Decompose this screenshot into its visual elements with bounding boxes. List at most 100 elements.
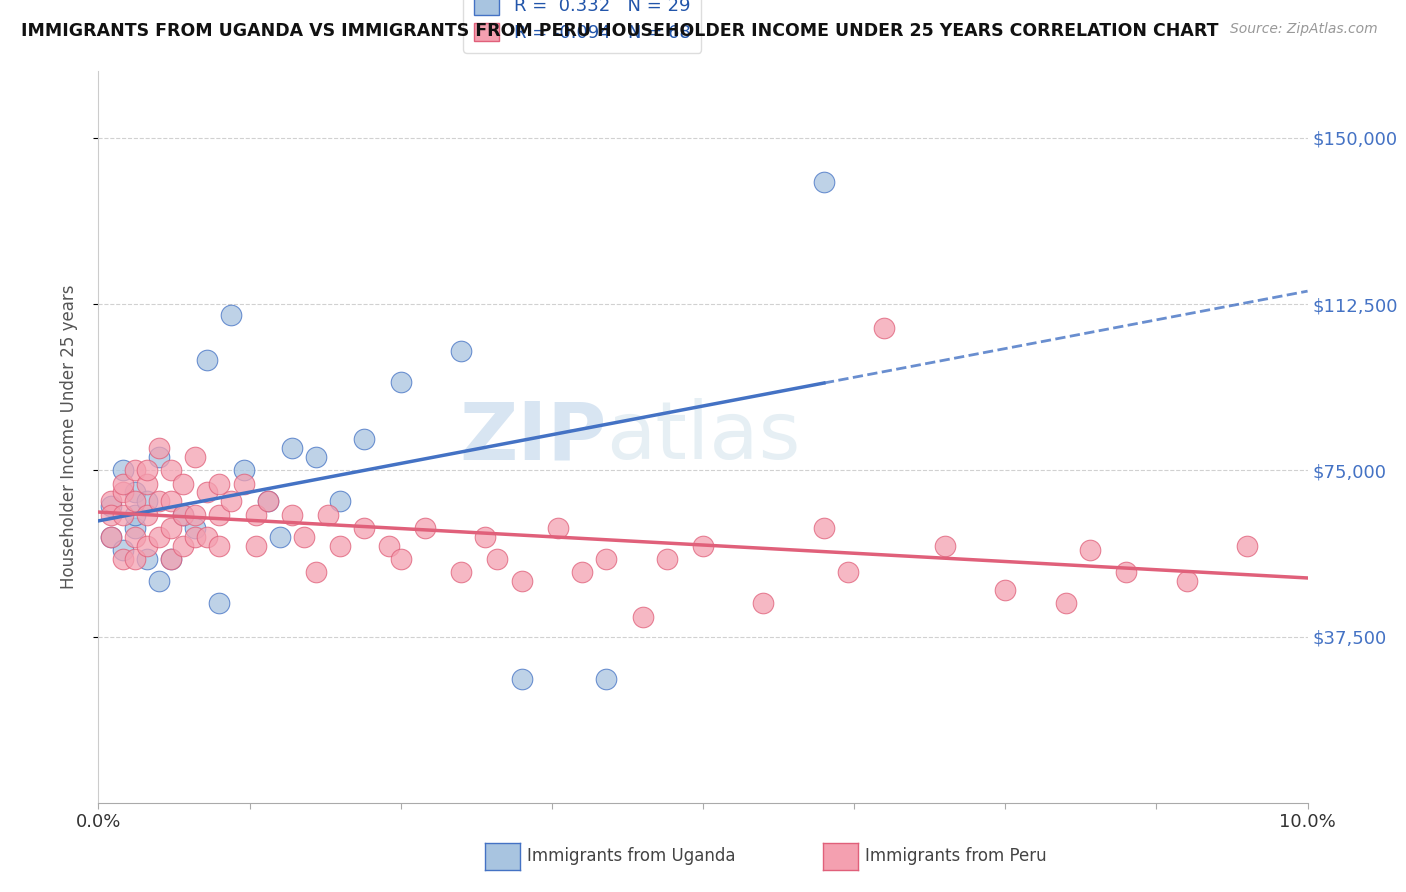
Point — [450, 566, 472, 580]
Point — [292, 530, 315, 544]
Point — [208, 596, 231, 610]
Point — [281, 508, 304, 522]
Point — [208, 476, 231, 491]
Point — [934, 539, 956, 553]
Point — [172, 508, 194, 522]
Point — [329, 539, 352, 553]
Point — [329, 494, 352, 508]
Point — [195, 530, 218, 544]
Point — [184, 530, 207, 544]
Point — [1054, 596, 1077, 610]
Point — [631, 609, 654, 624]
Point — [486, 552, 509, 566]
Point — [111, 508, 134, 522]
Point — [1175, 574, 1198, 589]
Point — [221, 494, 243, 508]
Text: Immigrants from Peru: Immigrants from Peru — [865, 847, 1046, 865]
Point — [124, 552, 146, 566]
Point — [100, 530, 122, 544]
Point — [655, 552, 678, 566]
Point — [111, 476, 134, 491]
Point — [160, 494, 183, 508]
Point — [571, 566, 593, 580]
Point — [256, 494, 278, 508]
Point — [148, 441, 170, 455]
Point — [232, 463, 254, 477]
Point — [389, 375, 412, 389]
Point — [160, 463, 183, 477]
Text: atlas: atlas — [606, 398, 800, 476]
Point — [135, 494, 157, 508]
Legend: R =  0.332   N = 29, R = -0.094   N = 68: R = 0.332 N = 29, R = -0.094 N = 68 — [463, 0, 702, 53]
Y-axis label: Householder Income Under 25 years: Householder Income Under 25 years — [59, 285, 77, 590]
Point — [837, 566, 859, 580]
Point — [135, 463, 157, 477]
Point — [160, 521, 183, 535]
Point — [184, 521, 207, 535]
Point — [111, 463, 134, 477]
Point — [1115, 566, 1137, 580]
Point — [135, 552, 157, 566]
Point — [111, 485, 134, 500]
Point — [124, 508, 146, 522]
Point — [595, 552, 617, 566]
Point — [450, 343, 472, 358]
Point — [160, 552, 183, 566]
Point — [245, 539, 267, 553]
Point — [353, 432, 375, 446]
Point — [547, 521, 569, 535]
Point — [148, 530, 170, 544]
Point — [510, 672, 533, 686]
Point — [316, 508, 339, 522]
Point — [1236, 539, 1258, 553]
Text: Immigrants from Uganda: Immigrants from Uganda — [527, 847, 735, 865]
Point — [135, 508, 157, 522]
Point — [135, 476, 157, 491]
Point — [510, 574, 533, 589]
Point — [269, 530, 291, 544]
Point — [595, 672, 617, 686]
Point — [148, 494, 170, 508]
Point — [208, 508, 231, 522]
Point — [148, 450, 170, 464]
Point — [474, 530, 496, 544]
Point — [100, 494, 122, 508]
Point — [245, 508, 267, 522]
Point — [208, 539, 231, 553]
Point — [353, 521, 375, 535]
Point — [124, 463, 146, 477]
Point — [172, 539, 194, 553]
Point — [135, 539, 157, 553]
Point — [873, 321, 896, 335]
Point — [305, 450, 328, 464]
Text: ZIP: ZIP — [458, 398, 606, 476]
Point — [377, 539, 399, 553]
Point — [124, 521, 146, 535]
Point — [413, 521, 436, 535]
Point — [813, 521, 835, 535]
Point — [100, 530, 122, 544]
Point — [124, 494, 146, 508]
Text: Source: ZipAtlas.com: Source: ZipAtlas.com — [1230, 22, 1378, 37]
Text: IMMIGRANTS FROM UGANDA VS IMMIGRANTS FROM PERU HOUSEHOLDER INCOME UNDER 25 YEARS: IMMIGRANTS FROM UGANDA VS IMMIGRANTS FRO… — [21, 22, 1219, 40]
Point — [994, 582, 1017, 597]
Point — [305, 566, 328, 580]
Point — [221, 308, 243, 322]
Point — [1078, 543, 1101, 558]
Point — [111, 552, 134, 566]
Point — [195, 485, 218, 500]
Point — [172, 508, 194, 522]
Point — [692, 539, 714, 553]
Point — [111, 543, 134, 558]
Point — [184, 450, 207, 464]
Point — [389, 552, 412, 566]
Point — [256, 494, 278, 508]
Point — [281, 441, 304, 455]
Point — [100, 499, 122, 513]
Point — [124, 530, 146, 544]
Point — [124, 485, 146, 500]
Point — [184, 508, 207, 522]
Point — [752, 596, 775, 610]
Point — [813, 175, 835, 189]
Point — [148, 574, 170, 589]
